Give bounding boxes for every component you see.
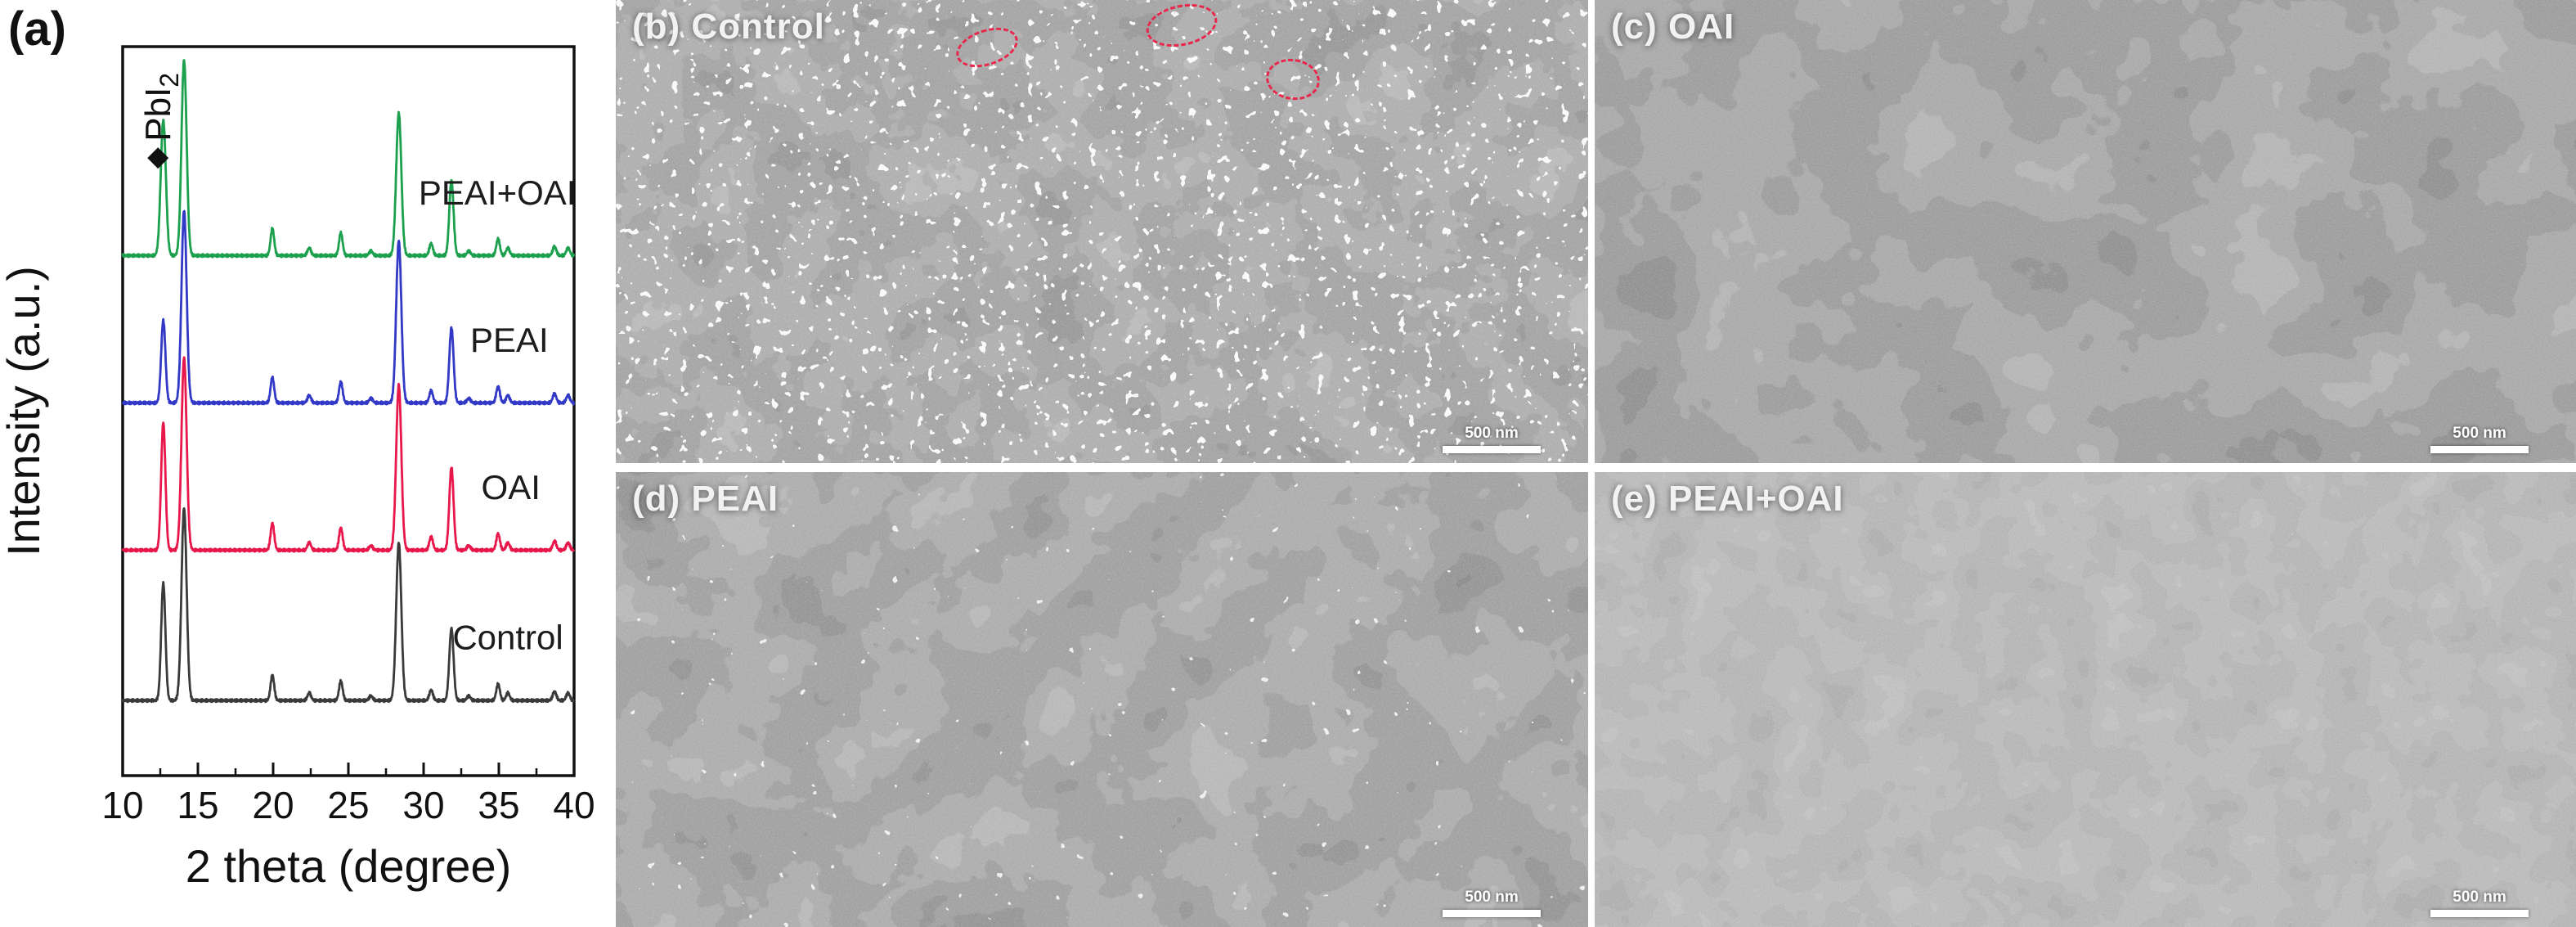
x-axis-tick-label: 35: [478, 784, 519, 826]
series-label-peai: PEAI: [470, 321, 549, 359]
xrd-trace-peai: [121, 209, 576, 406]
scale-bar-line: [1443, 446, 1541, 453]
sem-panel-control: (b) Control 500 nm: [616, 0, 1588, 463]
sem-panel-label: (d) PEAI: [632, 479, 779, 519]
scale-bar-label: 500 nm: [1465, 425, 1519, 442]
scale-bar-line: [2430, 910, 2529, 917]
pbi2-diamond-marker-icon: ◆: [147, 141, 169, 172]
x-axis-title: 2 theta (degree): [186, 840, 511, 892]
x-axis-tick-label: 20: [252, 784, 294, 826]
sem-panel-label: (c) OAI: [1611, 7, 1735, 47]
series-label-control: Control: [452, 619, 563, 657]
scale-bar-line: [2430, 446, 2529, 453]
series-label-peai-oai: PEAI+OAI: [419, 173, 577, 212]
scale-bar: 500 nm: [2430, 425, 2529, 453]
scale-bar-line: [1443, 910, 1541, 917]
scale-bar-label: 500 nm: [1465, 889, 1519, 906]
scale-bar: 500 nm: [1443, 425, 1541, 453]
plot-frame: [121, 45, 576, 777]
y-axis-title: Intensity (a.u.): [0, 266, 49, 556]
sem-micrograph-peai-image: [616, 472, 1588, 927]
sem-micrograph-oai-image: [1595, 0, 2576, 463]
sem-panel-label: (b) Control: [632, 7, 825, 47]
x-axis-tick-label: 10: [101, 784, 143, 826]
scale-bar: 500 nm: [2430, 889, 2529, 917]
sem-panel-peai: (d) PEAI 500 nm: [616, 472, 1588, 927]
x-axis-tick-label: 15: [177, 784, 218, 826]
scale-bar-label: 500 nm: [2453, 889, 2506, 906]
series-label-oai: OAI: [482, 468, 541, 506]
scale-bar: 500 nm: [1443, 889, 1541, 917]
xrd-trace-control: [121, 507, 575, 704]
xrd-chart: 10 15 20 25 30 35 40 Control OAI PEAI PEAI+OAI ◆PbI…: [0, 45, 595, 892]
sem-panel-oai: (c) OAI 500 nm: [1595, 0, 2576, 463]
x-axis-tick-label: 30: [402, 784, 444, 826]
xrd-panel: (a) 10 15 20 25 30 35 40 Control OAI PEAI PEAI+OAI…: [0, 0, 612, 927]
xrd-trace-oai: [121, 356, 575, 553]
sem-micrograph-control-image: [616, 0, 1588, 463]
sem-panel-peai-oai: (e) PEAI+OAI 500 nm: [1595, 472, 2576, 927]
panel-a-label: (a): [8, 2, 66, 56]
sem-panel-label: (e) PEAI+OAI: [1611, 479, 1844, 519]
x-axis-tick-label: 40: [553, 784, 595, 826]
x-axis-tick-label: 25: [327, 784, 369, 826]
xrd-trace-peai-oai: [121, 59, 576, 259]
pbi2-annotation-label: PbI2: [138, 73, 184, 142]
scale-bar-label: 500 nm: [2453, 425, 2506, 442]
sem-micrograph-peai-oai-image: [1595, 472, 2576, 927]
